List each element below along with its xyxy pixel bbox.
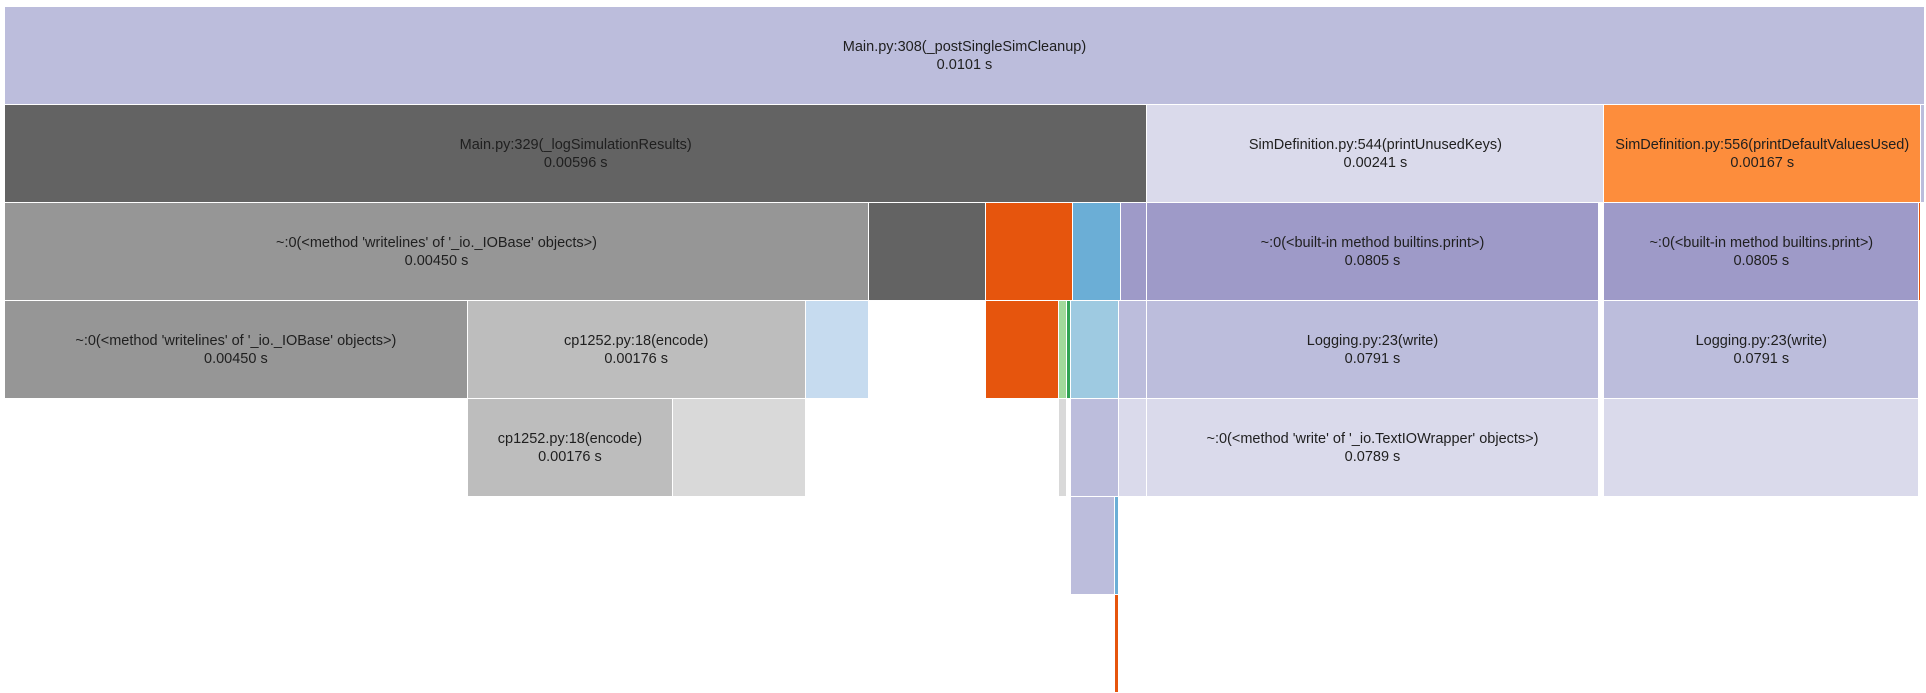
flame-block-n30[interactable] <box>1070 497 1115 595</box>
flame-block-label: cp1252.py:18(encode) <box>497 430 643 447</box>
flame-block-label: ~:0(<built-in method builtins.print>) <box>1260 234 1485 251</box>
flame-block-time: 0.00176 s <box>604 350 669 367</box>
flame-block-n27[interactable] <box>1118 399 1148 497</box>
flame-block-time: 0.0791 s <box>1733 350 1790 367</box>
flame-block-time: 0.0789 s <box>1344 448 1401 465</box>
flame-block-time: 0.00450 s <box>204 350 268 367</box>
flame-block-time: 0.00167 s <box>1730 154 1795 171</box>
flame-block-n9[interactable] <box>1120 203 1148 301</box>
flame-block-n26[interactable] <box>1070 399 1119 497</box>
flame-block-n6[interactable] <box>869 203 987 301</box>
flame-block-time: 0.00176 s <box>538 448 602 465</box>
flame-block-n19[interactable] <box>1070 301 1119 399</box>
flame-block-n0[interactable]: Main.py:308(_postSingleSimCleanup) 0.0101… <box>5 7 1925 105</box>
flame-block-n18[interactable] <box>1066 301 1071 399</box>
flame-block-label: Main.py:308(_postSingleSimCleanup) <box>842 38 1087 55</box>
flame-graph: Main.py:308(_postSingleSimCleanup) 0.0101… <box>5 7 1925 693</box>
flame-block-n12[interactable] <box>1919 203 1922 301</box>
flame-block-label: ~:0(<method 'writelines' of '_io._IOBase… <box>75 332 397 349</box>
flame-block-label: Logging.py:23(write) <box>1306 332 1439 349</box>
flame-block-n1[interactable]: Main.py:329(_logSimulationResults) 0.0059… <box>5 105 1148 203</box>
flame-block-n23[interactable]: cp1252.py:18(encode) 0.00176 s <box>467 399 674 497</box>
flame-block-n17[interactable] <box>1059 301 1067 399</box>
flame-block-time: 0.0101 s <box>936 56 993 73</box>
flame-block-time: 0.0791 s <box>1344 350 1401 367</box>
flame-block-n11[interactable]: ~:0(<built-in method builtins.print>) 0.0… <box>1604 203 1920 301</box>
flame-block-n7[interactable] <box>986 203 1073 301</box>
flame-block-n14[interactable]: cp1252.py:18(encode) 0.00176 s <box>467 301 806 399</box>
flame-block-label: cp1252.py:18(encode) <box>564 332 709 349</box>
flame-block-n20[interactable] <box>1118 301 1148 399</box>
flame-block-label: SimDefinition.py:556(printDefaultValuesU… <box>1615 136 1910 153</box>
flame-block-label: SimDefinition.py:544(printUnusedKeys) <box>1248 136 1502 153</box>
flame-block-n3[interactable]: SimDefinition.py:556(printDefaultValuesU… <box>1604 105 1922 203</box>
flame-block-label: ~:0(<method 'write' of '_io.TextIOWrappe… <box>1206 430 1539 447</box>
flame-block-n16[interactable] <box>986 301 1060 399</box>
flame-block-time: 0.0805 s <box>1733 252 1790 269</box>
flame-block-time: 0.00241 s <box>1343 154 1408 171</box>
flame-block-n21[interactable]: Logging.py:23(write) 0.0791 s <box>1147 301 1599 399</box>
flame-block-n29[interactable] <box>1604 399 1920 497</box>
flame-block-n10[interactable]: ~:0(<built-in method builtins.print>) 0.0… <box>1147 203 1599 301</box>
flame-block-n24[interactable] <box>673 399 806 497</box>
flame-block-label: ~:0(<method 'writelines' of '_io._IOBase… <box>276 234 597 251</box>
flame-block-n32[interactable] <box>1114 595 1119 693</box>
flame-block-n5[interactable]: ~:0(<method 'writelines' of '_io._IOBase… <box>5 203 869 301</box>
flame-block-n4[interactable] <box>1921 105 1925 203</box>
flame-block-time: 0.00450 s <box>404 252 469 269</box>
flame-block-label: ~:0(<built-in method builtins.print>) <box>1649 234 1874 251</box>
flame-block-time: 0.00596 s <box>543 154 608 171</box>
flame-block-n31[interactable] <box>1114 497 1119 595</box>
flame-block-n8[interactable] <box>1072 203 1121 301</box>
flame-block-label: Logging.py:23(write) <box>1695 332 1827 349</box>
flame-block-n25[interactable] <box>1059 399 1067 497</box>
flame-block-time: 0.0805 s <box>1344 252 1401 269</box>
flame-block-n13[interactable]: ~:0(<method 'writelines' of '_io._IOBase… <box>5 301 468 399</box>
flame-block-n22[interactable]: Logging.py:23(write) 0.0791 s <box>1604 301 1920 399</box>
flame-block-label: Main.py:329(_logSimulationResults) <box>459 136 692 153</box>
flame-block-n28[interactable]: ~:0(<method 'write' of '_io.TextIOWrappe… <box>1147 399 1599 497</box>
flame-block-n2[interactable]: SimDefinition.py:544(printUnusedKeys) 0.0… <box>1147 105 1605 203</box>
flame-block-n15[interactable] <box>805 301 869 399</box>
